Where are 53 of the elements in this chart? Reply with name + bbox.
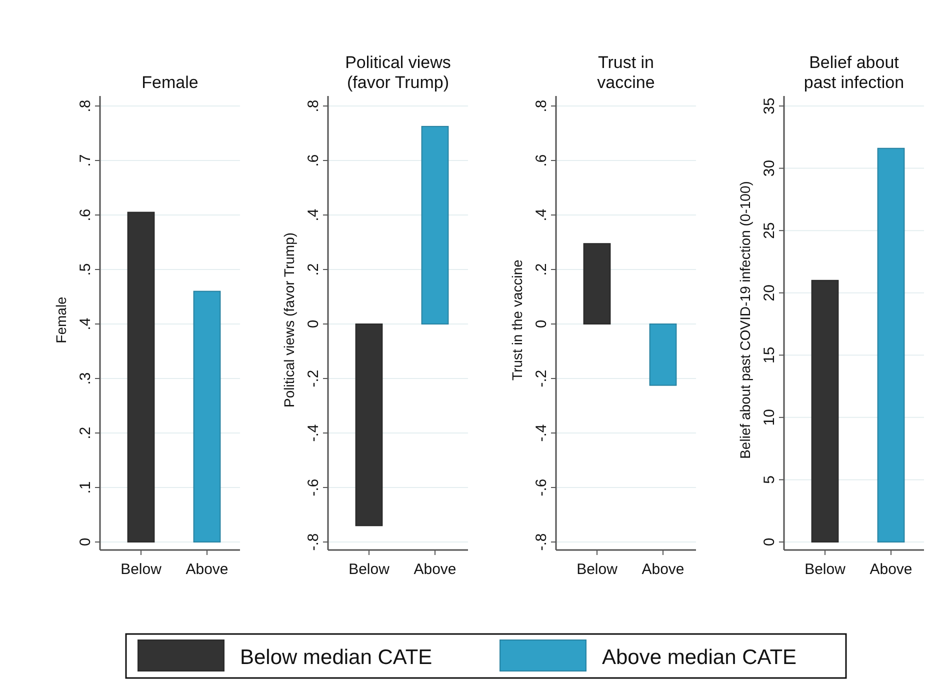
y-axis-title: Trust in the vaccine: [509, 259, 525, 380]
y-tick-label: -.8: [533, 533, 550, 551]
y-tick-label: -.8: [305, 533, 322, 551]
y-tick-label: .2: [305, 263, 322, 276]
y-tick-label: .4: [533, 208, 550, 222]
legend-label: Below median CATE: [240, 646, 432, 669]
chart-title: Political views (favor Trump): [345, 53, 451, 92]
y-tick-label: 0: [761, 538, 778, 546]
y-tick-label: 0: [77, 538, 94, 546]
y-tick-label: 10: [761, 409, 778, 426]
y-tick-label: -.2: [533, 370, 550, 388]
y-tick-label: 0: [533, 320, 550, 328]
x-tick-label: Below: [576, 561, 618, 578]
y-tick-label: 20: [761, 284, 778, 302]
y-tick-label: .8: [533, 100, 550, 112]
chart-title: Trust in vaccine: [597, 53, 655, 92]
y-tick-label: -.2: [305, 370, 322, 388]
y-tick-label: .8: [77, 100, 94, 112]
y-tick-label: 5: [761, 476, 778, 484]
x-tick-label: Above: [870, 561, 912, 578]
y-tick-label: .6: [77, 208, 94, 222]
x-tick-label: Above: [642, 561, 684, 578]
x-tick-label: Above: [414, 561, 456, 578]
y-tick-label: 15: [761, 346, 778, 364]
y-tick-label: 0: [305, 320, 322, 328]
y-tick-label: -.4: [533, 424, 550, 442]
y-tick-label: 25: [761, 222, 778, 239]
y-tick-label: .4: [77, 318, 94, 330]
y-tick-label: -.6: [533, 478, 550, 496]
y-tick-label: .7: [77, 154, 94, 167]
x-tick-label: Below: [804, 561, 846, 578]
chart-title: Belief about past infection: [804, 53, 904, 92]
legend-label: Above median CATE: [602, 646, 797, 669]
y-tick-label: .3: [77, 372, 94, 385]
y-tick-label: 35: [761, 98, 778, 114]
y-tick-label: -.4: [305, 424, 322, 442]
y-tick-label: 30: [761, 160, 778, 177]
y-tick-label: .8: [305, 100, 322, 112]
y-axis-title: Political views (favor Trump): [281, 232, 297, 408]
y-tick-label: .4: [305, 208, 322, 222]
y-axis-title: Female: [53, 296, 69, 344]
y-tick-label: .5: [77, 263, 94, 276]
chart-title: Female: [142, 73, 198, 92]
x-tick-label: Below: [348, 561, 390, 578]
x-tick-label: Below: [120, 561, 162, 578]
x-tick-label: Above: [186, 561, 228, 578]
y-tick-label: .1: [77, 481, 94, 494]
y-tick-label: -.6: [305, 478, 322, 496]
y-tick-label: .2: [77, 426, 94, 440]
y-axis-title: Belief about past COVID-19 infection (0-100): [737, 181, 753, 459]
y-tick-label: .2: [533, 263, 550, 276]
y-tick-label: .6: [305, 154, 322, 167]
y-tick-label: .6: [533, 154, 550, 167]
